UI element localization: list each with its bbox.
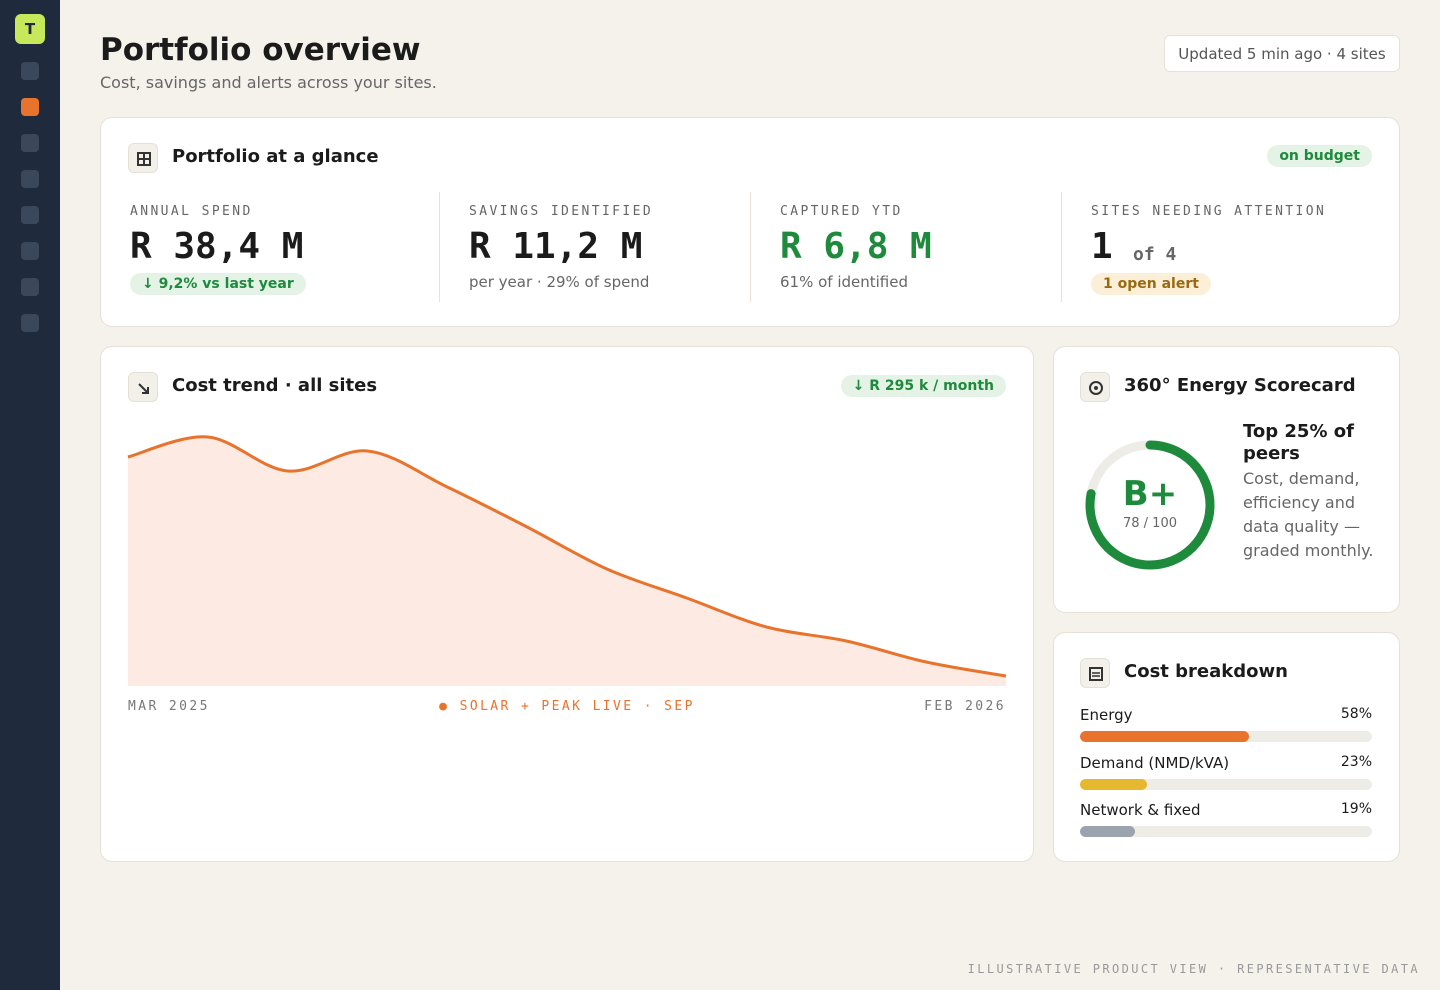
- scorecard-title: 360° Energy Scorecard: [1124, 375, 1356, 396]
- kpi-value: R 11,2 M: [469, 226, 643, 267]
- trend-badge: ↓ R 295 k / month: [840, 375, 1006, 397]
- breakdown-bar: [1080, 826, 1136, 837]
- nav-item[interactable]: [21, 134, 39, 152]
- nav-item-active[interactable]: [21, 98, 39, 116]
- budget-badge: on budget: [1267, 145, 1372, 167]
- kpi-value: R 6,8 M: [780, 226, 932, 267]
- ring-value: [1085, 440, 1215, 570]
- breakdown-track: [1080, 826, 1372, 837]
- score-ring: [1085, 440, 1215, 570]
- breakdown-icon: [1080, 658, 1110, 688]
- page-subtitle: Cost, savings and alerts across your sit…: [100, 73, 437, 92]
- kpi-label: ANNUAL SPEND: [130, 204, 253, 219]
- breakdown-row: Demand (NMD/kVA) 23%: [1080, 754, 1372, 772]
- breakdown-row: Network & fixed 19%: [1080, 801, 1372, 819]
- breakdown-row: Energy 58%: [1080, 706, 1372, 724]
- divider: [439, 192, 440, 302]
- breakdown-name: Demand (NMD/kVA): [1080, 753, 1230, 772]
- nav-item[interactable]: [21, 314, 39, 332]
- nav-item[interactable]: [21, 206, 39, 224]
- scorecard-icon: [1080, 372, 1110, 402]
- trend-line: [127, 435, 1007, 678]
- nav-item[interactable]: [21, 170, 39, 188]
- x-start-label: MAR 2025: [128, 699, 210, 714]
- breakdown-bar: [1080, 731, 1250, 742]
- glance-icon: [128, 143, 158, 173]
- divider: [1061, 192, 1062, 302]
- kpi-note: per year · 29% of spend: [469, 273, 650, 291]
- breakdown-bar: [1080, 778, 1148, 790]
- score-grade: B+: [1122, 474, 1178, 514]
- kpi-value: R 38,4 M: [130, 226, 304, 267]
- nav-item[interactable]: [21, 242, 39, 260]
- kpi-label: SAVINGS IDENTIFIED: [469, 204, 654, 219]
- footer-note: ILLUSTRATIVE PRODUCT VIEW · REPRESENTATI…: [967, 962, 1420, 976]
- divider: [750, 192, 751, 302]
- kpi-note: 1 open alert: [1091, 273, 1211, 295]
- page-title: Portfolio overview: [100, 32, 421, 68]
- nav-item[interactable]: [21, 278, 39, 296]
- trend-chart: [127, 435, 1007, 686]
- breakdown-card: [1053, 632, 1400, 862]
- trend-title: Cost trend · all sites: [172, 375, 378, 396]
- breakdown-value: 58%: [1340, 706, 1372, 722]
- glance-title: Portfolio at a glance: [172, 146, 379, 167]
- breakdown-value: 19%: [1340, 801, 1372, 817]
- breakdown-track: [1080, 731, 1372, 742]
- chart-annotation: ● SOLAR + PEAK LIVE · SEP: [439, 699, 695, 714]
- status-badge: Updated 5 min ago · 4 sites: [1164, 35, 1400, 72]
- score-description: Cost, demand, efficiency and data qualit…: [1243, 469, 1374, 560]
- trend-area: [128, 436, 1006, 686]
- breakdown-value: 23%: [1340, 753, 1372, 770]
- sidebar: T: [0, 0, 60, 990]
- breakdown-track: [1080, 778, 1372, 790]
- breakdown-name: Energy: [1080, 706, 1133, 724]
- kpi-value: 1: [1091, 226, 1113, 267]
- breakdown-name: Network & fixed: [1080, 801, 1201, 819]
- kpi-suffix: of 4: [1133, 244, 1177, 265]
- trend-icon: [128, 372, 158, 402]
- logo[interactable]: T: [15, 14, 45, 44]
- scorecard-card: [1053, 346, 1400, 613]
- kpi-note: 61% of identified: [780, 273, 909, 291]
- score-headline: Top 25% of peers: [1243, 421, 1354, 464]
- x-end-label: FEB 2026: [924, 699, 1006, 714]
- kpi-note: ↓ 9,2% vs last year: [130, 273, 306, 295]
- score-label: 78 / 100: [1123, 516, 1177, 531]
- kpi-label: SITES NEEDING ATTENTION: [1091, 204, 1327, 219]
- breakdown-title: Cost breakdown: [1124, 661, 1288, 682]
- nav-item[interactable]: [21, 62, 39, 80]
- kpi-label: CAPTURED YTD: [780, 204, 903, 219]
